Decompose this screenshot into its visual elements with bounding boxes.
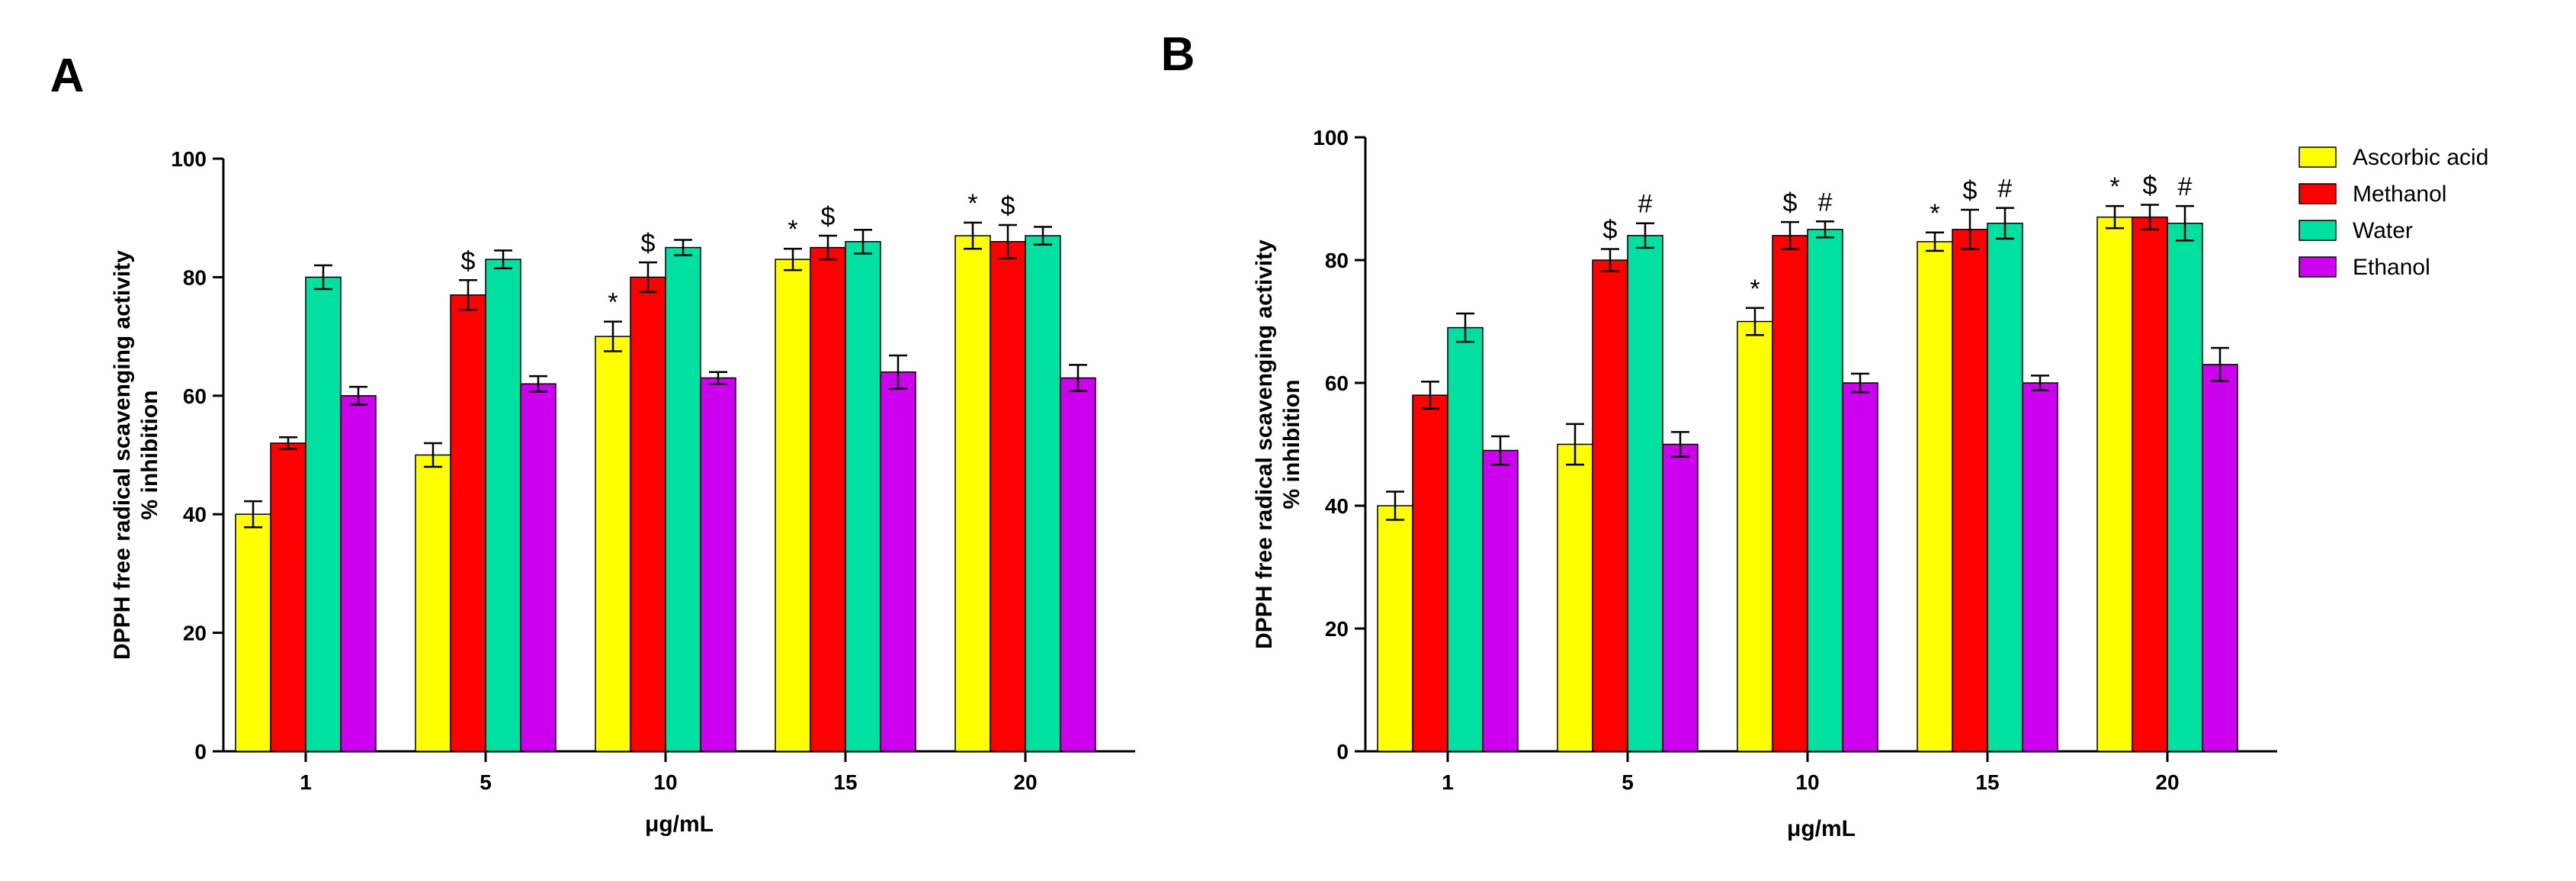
bar-water [1987, 222, 2023, 752]
significance-mark: $ [1783, 188, 1798, 217]
bar-water [485, 259, 521, 752]
significance-mark: * [608, 288, 618, 317]
y-axis-title: DPPH free radical scavenging activity [1252, 240, 1277, 649]
bar-water [665, 246, 701, 752]
x-axis-title: μg/mL [645, 812, 714, 837]
significance-mark: # [1998, 175, 2013, 204]
significance-mark: # [1818, 188, 1833, 217]
bar-water [1025, 235, 1061, 752]
bar-ethanol [1060, 377, 1096, 752]
legend-label: Methanol [2353, 182, 2446, 207]
y-tick-label: 40 [183, 503, 207, 526]
x-tick-label: 1 [1442, 770, 1454, 794]
bar-ethanol [1662, 443, 1699, 752]
bar-methanol [2132, 216, 2168, 752]
bar-ascorbic-acid [1557, 443, 1593, 752]
x-tick-label: 10 [1795, 770, 1819, 794]
significance-mark: $ [641, 229, 656, 258]
x-tick-label: 1 [300, 770, 312, 794]
significance-mark: $ [2143, 172, 2157, 201]
legend-swatch [2299, 220, 2337, 241]
bar-ascorbic-acid [1377, 505, 1413, 752]
bar-water [2167, 222, 2203, 752]
significance-mark: $ [821, 202, 836, 231]
y-axis-subtitle: % inhibition [1279, 380, 1304, 510]
legend-swatch [2299, 146, 2337, 168]
legend-swatch [2299, 183, 2337, 204]
y-tick-label: 40 [1325, 494, 1349, 518]
y-tick-label: 20 [183, 622, 207, 645]
x-tick-label: 10 [653, 770, 677, 794]
y-tick-label: 20 [1325, 617, 1349, 641]
bar-ethanol [1482, 449, 1519, 752]
significance-mark: $ [461, 246, 476, 275]
bar-water [1447, 326, 1484, 752]
x-tick-label: 5 [1622, 770, 1634, 794]
significance-mark: * [788, 215, 797, 244]
significance-mark: # [2178, 172, 2193, 201]
significance-mark: $ [1963, 176, 1978, 205]
bar-ethanol [880, 371, 916, 752]
bar-methanol [1772, 235, 1808, 752]
bar-ascorbic-acid [595, 336, 631, 752]
panel-label: A [50, 50, 85, 102]
x-tick-label: 15 [833, 770, 857, 794]
y-tick-label: 60 [1325, 371, 1349, 395]
significance-mark: $ [1603, 216, 1618, 245]
bar-water [1627, 235, 1663, 752]
y-tick-label: 80 [1325, 249, 1349, 272]
bar-ascorbic-acid [1737, 320, 1773, 752]
x-tick-label: 5 [480, 770, 492, 794]
bar-water [305, 276, 342, 752]
x-axis-title: μg/mL [1787, 816, 1856, 841]
bar-ascorbic-acid [954, 235, 991, 752]
bar-methanol [810, 246, 846, 752]
significance-mark: * [2109, 172, 2119, 201]
legend-label: Water [2353, 218, 2413, 243]
bar-ethanol [2202, 364, 2238, 752]
y-tick-label: 100 [171, 147, 207, 171]
panel-label: B [1161, 28, 1195, 81]
bar-ethanol [1842, 382, 1878, 752]
y-tick-label: 0 [194, 740, 207, 764]
bar-ascorbic-acid [1917, 241, 1953, 752]
bar-methanol [270, 442, 306, 752]
bar-ascorbic-acid [415, 454, 451, 752]
bar-methanol [1592, 259, 1628, 752]
y-tick-label: 0 [1336, 740, 1349, 764]
y-axis-title: DPPH free radical scavenging activity [110, 250, 135, 660]
bar-ethanol [2022, 382, 2058, 752]
legend-swatch [2299, 256, 2337, 278]
y-axis-subtitle: % inhibition [137, 391, 162, 520]
x-tick-label: 20 [2155, 770, 2179, 794]
y-tick-label: 60 [183, 384, 207, 408]
bar-water [1807, 229, 1843, 752]
bar-methanol [1412, 394, 1448, 752]
legend-label: Ascorbic acid [2353, 145, 2488, 170]
bar-water [845, 241, 881, 752]
bar-ascorbic-acid [235, 513, 271, 752]
bar-methanol [630, 276, 666, 752]
bar-methanol [1952, 229, 1988, 752]
bar-ascorbic-acid [775, 259, 811, 752]
x-tick-label: 15 [1975, 770, 1999, 794]
x-tick-label: 20 [1013, 770, 1037, 794]
significance-mark: * [967, 189, 977, 218]
significance-mark: $ [1001, 191, 1015, 220]
bar-ascorbic-acid [2096, 216, 2133, 752]
bar-ethanol [700, 377, 736, 752]
bar-ethanol [520, 383, 557, 752]
legend-label: Ethanol [2353, 255, 2430, 280]
significance-mark: # [1638, 190, 1653, 219]
significance-mark: * [1750, 275, 1760, 304]
y-tick-label: 100 [1313, 126, 1349, 150]
bar-methanol [990, 241, 1026, 752]
significance-mark: * [1930, 199, 1939, 228]
bar-ethanol [340, 395, 377, 752]
bar-methanol [450, 294, 486, 752]
y-tick-label: 80 [183, 265, 207, 289]
